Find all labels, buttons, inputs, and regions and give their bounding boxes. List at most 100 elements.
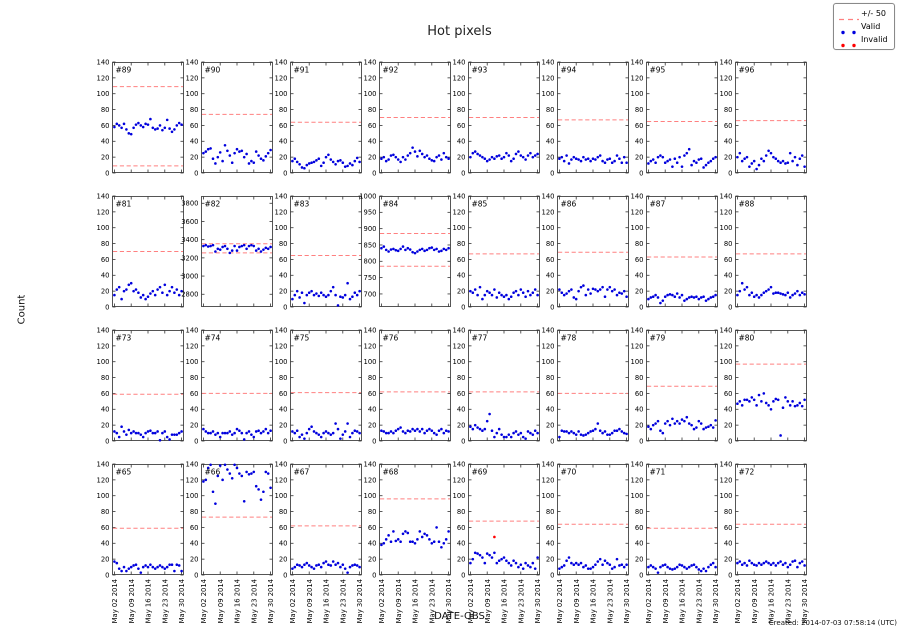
svg-text:80: 80	[101, 106, 110, 114]
subplot-id-label: #89	[116, 66, 132, 75]
svg-text:May 09 2014: May 09 2014	[217, 579, 225, 623]
svg-text:40: 40	[279, 138, 288, 146]
svg-text:May 23 2014: May 23 2014	[250, 579, 258, 623]
svg-text:0: 0	[639, 437, 643, 445]
svg-text:60: 60	[546, 122, 555, 130]
svg-text:20: 20	[724, 154, 733, 162]
subplot-88: 0 20 40 60 80 100 120 140 #88	[720, 192, 807, 311]
legend-dashed-line-icon	[837, 9, 861, 21]
svg-text:20: 20	[457, 422, 466, 430]
svg-text:May 02 2014: May 02 2014	[289, 579, 297, 623]
svg-text:May 23 2014: May 23 2014	[339, 579, 347, 623]
svg-text:140: 140	[364, 326, 377, 334]
svg-text:20: 20	[635, 154, 644, 162]
svg-text:140: 140	[275, 460, 288, 468]
svg-text:40: 40	[190, 540, 199, 548]
svg-text:120: 120	[453, 208, 466, 216]
svg-text:60: 60	[635, 122, 644, 130]
subplot-90: 0 20 40 60 80 100 120 140 #90	[186, 58, 273, 177]
svg-text:100: 100	[542, 90, 555, 98]
svg-text:140: 140	[453, 326, 466, 334]
svg-text:May 09 2014: May 09 2014	[306, 579, 314, 623]
svg-text:140: 140	[186, 460, 199, 468]
subplot-84: 700 750 800 850 900 950 1000 #84	[359, 192, 451, 307]
svg-text:May 09 2014: May 09 2014	[573, 579, 581, 623]
subplot-id-label: #80	[739, 334, 755, 343]
subplot-94: 0 20 40 60 80 100 120 140 #94	[542, 58, 629, 177]
svg-text:80: 80	[635, 240, 644, 248]
svg-text:0: 0	[372, 571, 376, 579]
svg-text:May 16 2014: May 16 2014	[234, 579, 242, 623]
svg-text:May 30 2014: May 30 2014	[801, 579, 809, 623]
subplot-id-label: #90	[205, 66, 221, 75]
svg-text:60: 60	[101, 122, 110, 130]
svg-text:100: 100	[97, 492, 110, 500]
svg-text:0: 0	[550, 303, 554, 311]
svg-text:120: 120	[186, 342, 199, 350]
svg-text:120: 120	[720, 476, 733, 484]
svg-text:140: 140	[631, 58, 644, 66]
svg-text:140: 140	[453, 192, 466, 200]
subplot-id-label: #96	[739, 66, 755, 75]
subplot-id-label: #71	[650, 468, 666, 477]
svg-text:May 16 2014: May 16 2014	[679, 579, 687, 623]
svg-text:100: 100	[542, 358, 555, 366]
svg-text:120: 120	[97, 342, 110, 350]
subplot-id-label: #79	[650, 334, 666, 343]
svg-text:100: 100	[720, 358, 733, 366]
svg-text:140: 140	[631, 192, 644, 200]
svg-text:20: 20	[101, 288, 110, 296]
svg-text:100: 100	[453, 90, 466, 98]
subplot-65: 0 20 40 60 80 100 120 140 May 02 2014 May 09 2014…	[97, 460, 187, 623]
svg-text:20: 20	[101, 556, 110, 564]
svg-text:0: 0	[283, 303, 287, 311]
svg-text:140: 140	[631, 326, 644, 334]
subplot-75: 0 20 40 60 80 100 120 140 #75	[275, 326, 362, 445]
svg-text:100: 100	[275, 224, 288, 232]
svg-text:May 09 2014: May 09 2014	[751, 579, 759, 623]
svg-text:40: 40	[101, 406, 110, 414]
svg-text:40: 40	[101, 138, 110, 146]
svg-text:140: 140	[364, 460, 377, 468]
subplot-96: 0 20 40 60 80 100 120 140 #96	[720, 58, 807, 177]
svg-text:0: 0	[550, 571, 554, 579]
svg-text:0: 0	[105, 303, 109, 311]
svg-text:May 16 2014: May 16 2014	[501, 579, 509, 623]
svg-text:2800: 2800	[181, 291, 198, 299]
svg-text:850: 850	[364, 241, 377, 249]
subplot-83: 0 20 40 60 80 100 120 140 #83	[275, 192, 362, 311]
subplot-id-label: #91	[294, 66, 310, 75]
svg-text:20: 20	[190, 556, 199, 564]
subplot-73: 0 20 40 60 80 100 120 140 #73	[97, 326, 184, 445]
svg-text:80: 80	[457, 240, 466, 248]
y-axis-label: Count	[16, 294, 28, 325]
svg-text:120: 120	[631, 208, 644, 216]
svg-text:0: 0	[194, 437, 198, 445]
svg-text:100: 100	[364, 90, 377, 98]
svg-text:140: 140	[186, 326, 199, 334]
svg-text:100: 100	[631, 90, 644, 98]
svg-text:20: 20	[546, 556, 555, 564]
svg-text:60: 60	[635, 256, 644, 264]
svg-text:100: 100	[631, 492, 644, 500]
svg-text:0: 0	[639, 169, 643, 177]
svg-text:60: 60	[190, 122, 199, 130]
svg-text:120: 120	[364, 74, 377, 82]
svg-text:100: 100	[275, 492, 288, 500]
svg-text:120: 120	[631, 74, 644, 82]
svg-text:May 16 2014: May 16 2014	[145, 579, 153, 623]
svg-text:100: 100	[97, 358, 110, 366]
svg-text:40: 40	[724, 540, 733, 548]
svg-text:60: 60	[724, 390, 733, 398]
subplot-78: 0 20 40 60 80 100 120 140 #78	[542, 326, 629, 445]
svg-text:40: 40	[635, 540, 644, 548]
subplot-id-label: #95	[650, 66, 666, 75]
svg-text:80: 80	[190, 508, 199, 516]
svg-text:80: 80	[724, 106, 733, 114]
legend-item-valid: Valid	[837, 20, 890, 35]
legend: +/- 50 Valid Invalid	[833, 3, 895, 50]
svg-text:0: 0	[372, 169, 376, 177]
svg-text:140: 140	[542, 58, 555, 66]
svg-text:40: 40	[457, 406, 466, 414]
